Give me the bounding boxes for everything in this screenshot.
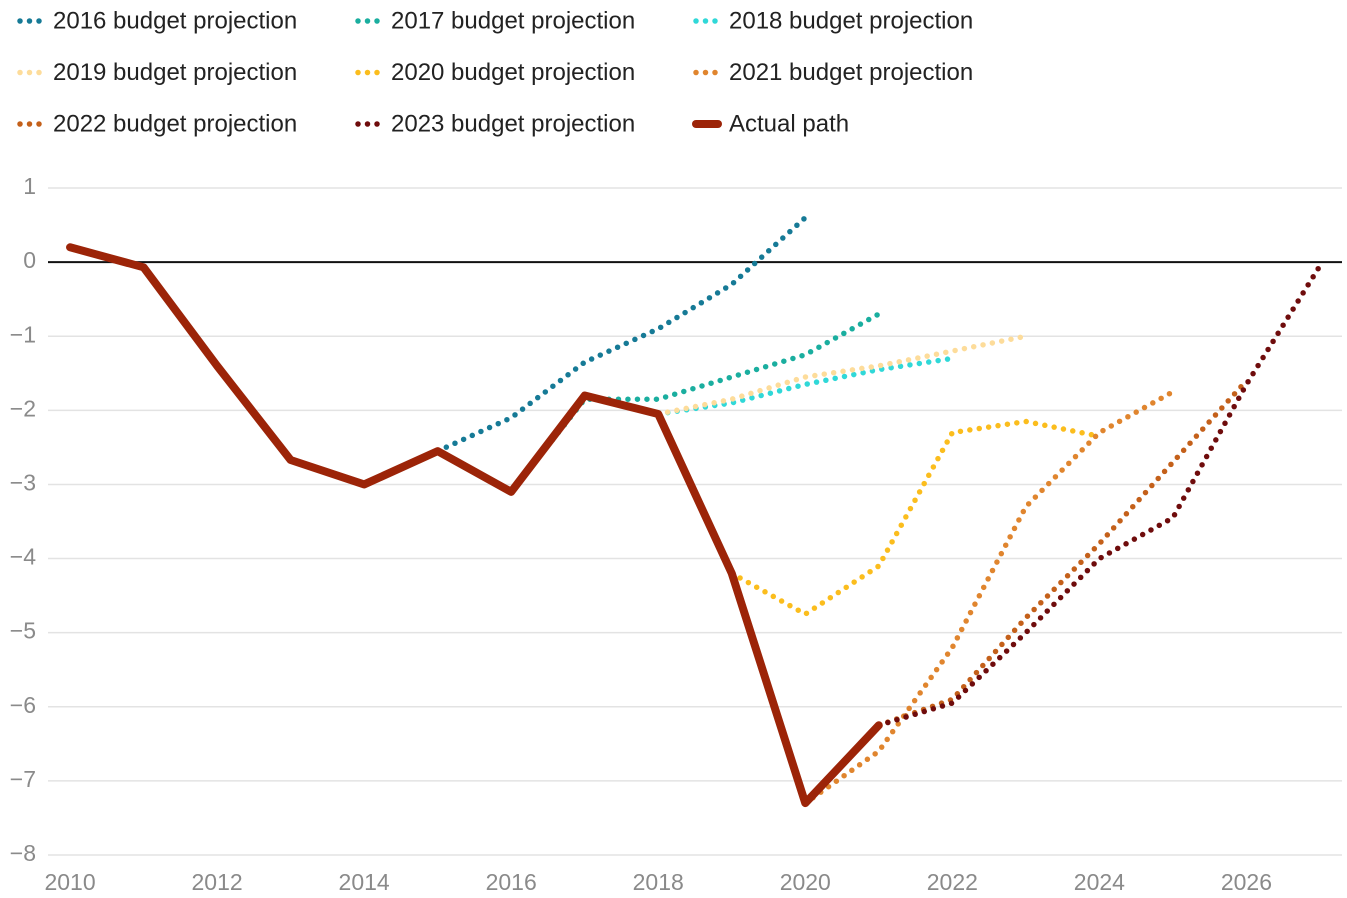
- x-tick-label: 2014: [339, 869, 390, 895]
- projection-line: [876, 263, 1323, 729]
- legend-label: 2020 budget projection: [391, 59, 635, 86]
- projection-line: [434, 214, 809, 454]
- x-tick-label: 2026: [1221, 869, 1272, 895]
- actual-line: [66, 243, 883, 808]
- legend-label: 2023 budget projection: [391, 110, 635, 137]
- legend-label: 2022 budget projection: [53, 110, 297, 137]
- legend-label: 2021 budget projection: [729, 59, 973, 86]
- y-tick-label: −7: [10, 766, 36, 792]
- x-tick-label: 2012: [192, 869, 243, 895]
- x-tick-label: 2022: [927, 869, 978, 895]
- y-tick-label: −4: [10, 544, 36, 570]
- y-tick-label: −2: [10, 395, 36, 421]
- x-tick-label: 2020: [780, 869, 831, 895]
- legend-label: 2016 budget projection: [53, 7, 297, 34]
- legend-label: 2018 budget projection: [729, 7, 973, 34]
- projection-line: [581, 355, 956, 417]
- projection-line: [655, 333, 1029, 417]
- y-tick-label: −6: [10, 692, 36, 718]
- x-tick-label: 2018: [633, 869, 684, 895]
- x-tick-label: 2010: [44, 869, 95, 895]
- legend-label: Actual path: [729, 110, 849, 137]
- y-tick-label: −5: [10, 618, 36, 644]
- y-tick-label: 0: [23, 247, 36, 273]
- y-tick-label: −3: [10, 470, 36, 496]
- projection-line: [876, 377, 1250, 729]
- y-tick-label: −1: [10, 321, 36, 347]
- y-tick-label: −8: [10, 840, 36, 866]
- x-tick-label: 2016: [486, 869, 537, 895]
- projection-line: [508, 311, 882, 495]
- legend-label: 2019 budget projection: [53, 59, 297, 86]
- projection-line: [729, 418, 1103, 617]
- y-tick-label: 1: [23, 173, 36, 199]
- projection-line: [802, 389, 1176, 806]
- legend-label: 2017 budget projection: [391, 7, 635, 34]
- x-tick-label: 2024: [1074, 869, 1125, 895]
